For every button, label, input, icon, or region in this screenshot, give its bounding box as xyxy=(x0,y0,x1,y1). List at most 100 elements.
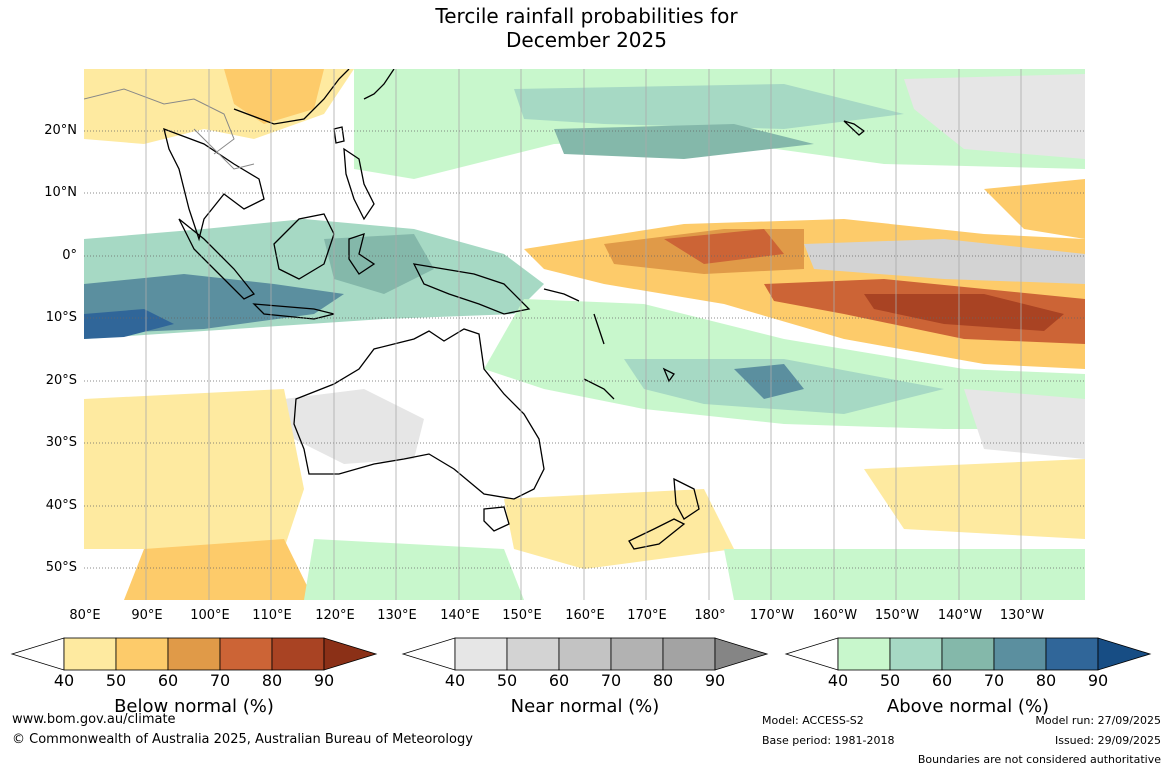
cbar-below-seg-0 xyxy=(10,637,65,671)
cbar-above-tick-50: 50 xyxy=(879,671,901,690)
field-aus-near xyxy=(284,389,424,464)
coastline-new-caledonia xyxy=(583,378,615,400)
field-npac-above3 xyxy=(554,124,814,159)
lon-label-160w: 160°W xyxy=(812,608,858,623)
field-south-above2 xyxy=(724,549,1085,600)
colorbar-above-normal xyxy=(784,637,1152,671)
field-eqpac-below5 xyxy=(864,294,1064,331)
coastline-new-zealand-south xyxy=(628,518,686,550)
lon-label-140w: 140°W xyxy=(937,608,983,623)
field-tasman-below xyxy=(504,489,734,569)
coastline-solomons xyxy=(543,288,580,302)
colorbar-above-normal-svg xyxy=(784,637,1152,671)
coastline-tasmania xyxy=(483,506,510,532)
lon-label-150w: 150°W xyxy=(874,608,920,623)
cbar-below-tick-90: 90 xyxy=(313,671,335,690)
cbar-near-tick-50: 50 xyxy=(496,671,518,690)
field-npac-near xyxy=(904,74,1085,159)
lon-label-90e: 90°E xyxy=(131,608,163,623)
cbar-above-seg-5 xyxy=(1045,637,1099,671)
lat-label-0: 0° xyxy=(62,248,77,263)
cbar-near-seg-6 xyxy=(714,637,769,671)
footer-base-period: Base period: 1981-2018 xyxy=(762,734,895,747)
lat-label-50s: 50°S xyxy=(45,560,77,575)
coastline-philippines xyxy=(343,147,375,221)
cbar-below-tick-80: 80 xyxy=(261,671,283,690)
cbar-near-seg-0 xyxy=(401,637,456,671)
lon-label-170w: 170°W xyxy=(749,608,795,623)
field-eqpac-below3 xyxy=(664,229,784,264)
lon-label-180: 180° xyxy=(694,608,726,623)
colorbar-near-normal xyxy=(401,637,769,671)
lon-label-100e: 100°E xyxy=(190,608,230,623)
cbar-near-seg-4 xyxy=(610,637,664,671)
cbar-above-seg-6 xyxy=(1097,637,1152,671)
field-china-below xyxy=(224,69,324,124)
coastline-sulawesi xyxy=(348,233,376,275)
lon-label-160e: 160°E xyxy=(565,608,605,623)
coastline-taiwan xyxy=(333,126,345,144)
cbar-near-seg-1 xyxy=(454,637,508,671)
footer-copyright: © Commonwealth of Australia 2025, Austra… xyxy=(12,732,473,747)
lon-label-130e: 130°E xyxy=(377,608,417,623)
coastline-new-zealand-north xyxy=(673,477,700,520)
cbar-near-tick-90: 90 xyxy=(704,671,726,690)
lat-label-30s: 30°S xyxy=(45,435,77,450)
lon-label-120e: 120°E xyxy=(315,608,355,623)
cbar-near-tick-70: 70 xyxy=(600,671,622,690)
cbar-below-seg-5 xyxy=(271,637,325,671)
lat-label-20s: 20°S xyxy=(45,373,77,388)
cbar-below-seg-2 xyxy=(115,637,169,671)
cbar-below-seg-4 xyxy=(219,637,273,671)
cbar-below-seg-3 xyxy=(167,637,221,671)
gridlines xyxy=(84,130,1085,569)
lon-label-80e: 80°E xyxy=(69,608,101,623)
coastline-borneo xyxy=(273,213,335,280)
cbar-above-tick-40: 40 xyxy=(827,671,849,690)
lon-label-170e: 170°E xyxy=(627,608,667,623)
cbar-above-seg-1 xyxy=(837,637,891,671)
country-borders xyxy=(84,88,255,170)
cbar-near-tick-60: 60 xyxy=(548,671,570,690)
map-title-line2: December 2025 xyxy=(506,28,667,52)
cbar-near-tick-40: 40 xyxy=(444,671,466,690)
colorbar-below-normal-svg xyxy=(10,637,378,671)
field-southpac-below xyxy=(864,459,1085,539)
cbar-near-title: Near normal (%) xyxy=(510,696,660,717)
cbar-above-tick-70: 70 xyxy=(983,671,1005,690)
cbar-near-tick-80: 80 xyxy=(652,671,674,690)
rainfall-probability-map xyxy=(84,69,1085,600)
field-eqpac-near xyxy=(804,239,1085,284)
cbar-below-seg-6 xyxy=(323,637,378,671)
field-sio-below2 xyxy=(124,539,314,600)
field-spac-above3 xyxy=(734,364,804,399)
field-maritime-above3 xyxy=(84,309,174,339)
coastline-vanuatu xyxy=(593,313,605,345)
lat-label-40s: 40°S xyxy=(45,498,77,513)
lon-label-110e: 110°E xyxy=(252,608,292,623)
coastline-java xyxy=(252,303,335,320)
lat-label-20n: 20°N xyxy=(44,123,77,138)
cbar-below-seg-1 xyxy=(63,637,117,671)
cbar-near-seg-2 xyxy=(506,637,560,671)
cbar-above-seg-2 xyxy=(889,637,943,671)
lat-label-10n: 10°N xyxy=(44,185,77,200)
footer-model: Model: ACCESS-S2 xyxy=(762,714,864,727)
cbar-below-tick-70: 70 xyxy=(209,671,231,690)
cbar-above-seg-0 xyxy=(784,637,839,671)
cbar-above-seg-4 xyxy=(993,637,1047,671)
cbar-above-tick-60: 60 xyxy=(931,671,953,690)
lon-label-140e: 140°E xyxy=(440,608,480,623)
cbar-below-tick-40: 40 xyxy=(53,671,75,690)
field-sio-below xyxy=(84,389,304,549)
meridians xyxy=(145,69,1022,600)
cbar-above-tick-80: 80 xyxy=(1035,671,1057,690)
cbar-below-tick-60: 60 xyxy=(157,671,179,690)
footer-website: www.bom.gov.au/climate xyxy=(12,712,176,727)
coastline-australia xyxy=(293,328,545,500)
cbar-above-title: Above normal (%) xyxy=(886,696,1050,717)
border-indochina xyxy=(193,128,255,170)
border-se-asia xyxy=(84,88,235,155)
lat-label-10s: 10°S xyxy=(45,310,77,325)
colorbar-below-normal xyxy=(10,637,378,671)
